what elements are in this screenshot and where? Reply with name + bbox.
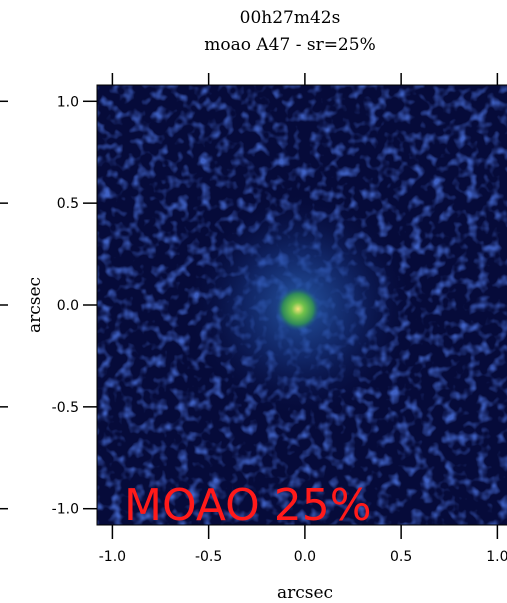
y-tick-label: 1.0	[57, 94, 79, 110]
x-tick-label: -0.5	[195, 549, 222, 565]
x-tick-label: 0.5	[390, 549, 412, 565]
y-axis-label: arcsec	[25, 277, 45, 333]
annotation: MOAO 25%	[124, 480, 372, 531]
x-tick-label: 0.0	[294, 549, 316, 565]
x-tick-label: 1.0	[486, 549, 507, 565]
y-tick-label: -0.5	[52, 400, 79, 416]
image	[97, 85, 507, 525]
y-tick-label: 0.5	[57, 196, 79, 212]
x-axis-label: arcsec	[277, 583, 333, 603]
y-tick-label: -1.0	[52, 502, 79, 518]
y-tick-label: 0.0	[57, 298, 79, 314]
x-tick-label: -1.0	[99, 549, 126, 565]
title: 00h27m42s	[240, 8, 341, 28]
subtitle: moao A47 - sr=25%	[204, 35, 375, 55]
